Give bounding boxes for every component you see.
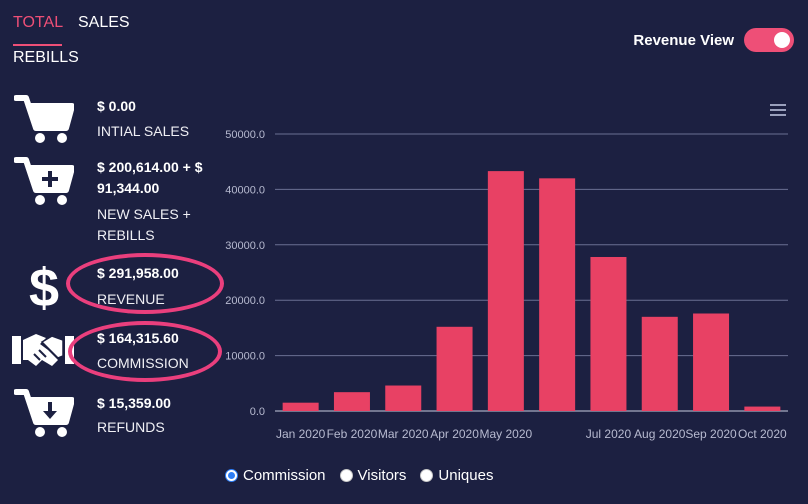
- radio-uniques-label: Uniques: [438, 467, 494, 484]
- commission-highlight-circle: [68, 321, 222, 382]
- radio-visitors[interactable]: Visitors: [339, 467, 407, 484]
- chart-bar[interactable]: [590, 256, 627, 411]
- x-tick-label: Sep 2020: [685, 427, 737, 441]
- tab-sales[interactable]: SALES: [78, 14, 130, 31]
- x-tick-label: Aug 2020: [634, 427, 686, 441]
- new-sales-label-line1: NEW SALES +: [97, 206, 191, 222]
- cart-down-icon: [13, 388, 75, 443]
- commission-label: COMMISSION: [97, 355, 189, 371]
- radio-visitors-label: Visitors: [357, 467, 407, 484]
- chart-bar[interactable]: [641, 316, 678, 411]
- toggle-knob: [774, 32, 790, 48]
- svg-text:$: $: [29, 258, 59, 314]
- revenue-view-label: Revenue View: [633, 31, 734, 49]
- new-sales-label-line2: REBILLS: [97, 227, 155, 243]
- chart-bar[interactable]: [436, 326, 473, 411]
- chart-bar[interactable]: [744, 406, 781, 411]
- revenue-view-control: Revenue View: [633, 28, 794, 52]
- new-sales-value-line2: 91,344.00: [97, 180, 160, 196]
- cart-icon: [13, 94, 75, 149]
- x-tick-label: May 2020: [479, 427, 532, 441]
- handshake-icon: [12, 330, 74, 375]
- series-radio-group: Commission Visitors Uniques: [225, 467, 507, 484]
- radio-commission-button[interactable]: [225, 469, 238, 482]
- tab-total[interactable]: TOTAL: [13, 14, 64, 31]
- initial-sales-label: INTIAL SALES: [97, 123, 190, 139]
- chart-menu-icon[interactable]: [770, 104, 786, 119]
- x-tick-label: Oct 2020: [738, 427, 787, 441]
- cart-plus-icon: [13, 156, 75, 211]
- y-tick-label: 50000.0: [225, 129, 265, 141]
- chart-bar[interactable]: [282, 402, 319, 411]
- x-tick-label: Jul 2020: [586, 427, 632, 441]
- chart-bar[interactable]: [539, 178, 576, 411]
- refunds-value: $ 15,359.00: [97, 395, 171, 411]
- revenue-label: REVENUE: [97, 291, 165, 307]
- chart-bar[interactable]: [693, 313, 730, 411]
- x-tick-label: Mar 2020: [378, 427, 429, 441]
- active-tab-underline: [13, 44, 62, 46]
- radio-commission[interactable]: Commission: [225, 467, 326, 484]
- y-tick-label: 30000.0: [225, 240, 265, 252]
- radio-commission-label: Commission: [243, 467, 326, 484]
- dollar-icon: $: [24, 258, 64, 319]
- chart-bar[interactable]: [385, 385, 422, 411]
- chart-bar[interactable]: [333, 392, 370, 411]
- y-tick-label: 40000.0: [225, 184, 265, 196]
- revenue-value: $ 291,958.00: [97, 265, 179, 281]
- x-tick-label: Apr 2020: [430, 427, 479, 441]
- y-tick-label: 10000.0: [225, 351, 265, 363]
- tab-rebills[interactable]: REBILLS: [13, 49, 79, 66]
- chart-bar[interactable]: [487, 171, 524, 411]
- commission-value: $ 164,315.60: [97, 330, 179, 346]
- new-sales-value-line1: $ 200,614.00 + $: [97, 159, 203, 175]
- radio-uniques[interactable]: Uniques: [420, 467, 493, 484]
- radio-uniques-button[interactable]: [420, 469, 434, 482]
- revenue-bar-chart: 0.0 10000.0 20000.0 30000.0 40000.0 50000.0 Ja…: [225, 129, 788, 441]
- initial-sales-value: $ 0.00: [97, 98, 136, 114]
- revenue-highlight-circle: [66, 253, 224, 314]
- refunds-label: REFUNDS: [97, 419, 165, 435]
- y-tick-label: 0.0: [250, 406, 265, 418]
- revenue-view-toggle[interactable]: [744, 28, 794, 52]
- y-tick-label: 20000.0: [225, 295, 265, 307]
- x-tick-label: Jan 2020: [276, 427, 326, 441]
- x-tick-label: Feb 2020: [327, 427, 378, 441]
- radio-visitors-button[interactable]: [339, 469, 353, 482]
